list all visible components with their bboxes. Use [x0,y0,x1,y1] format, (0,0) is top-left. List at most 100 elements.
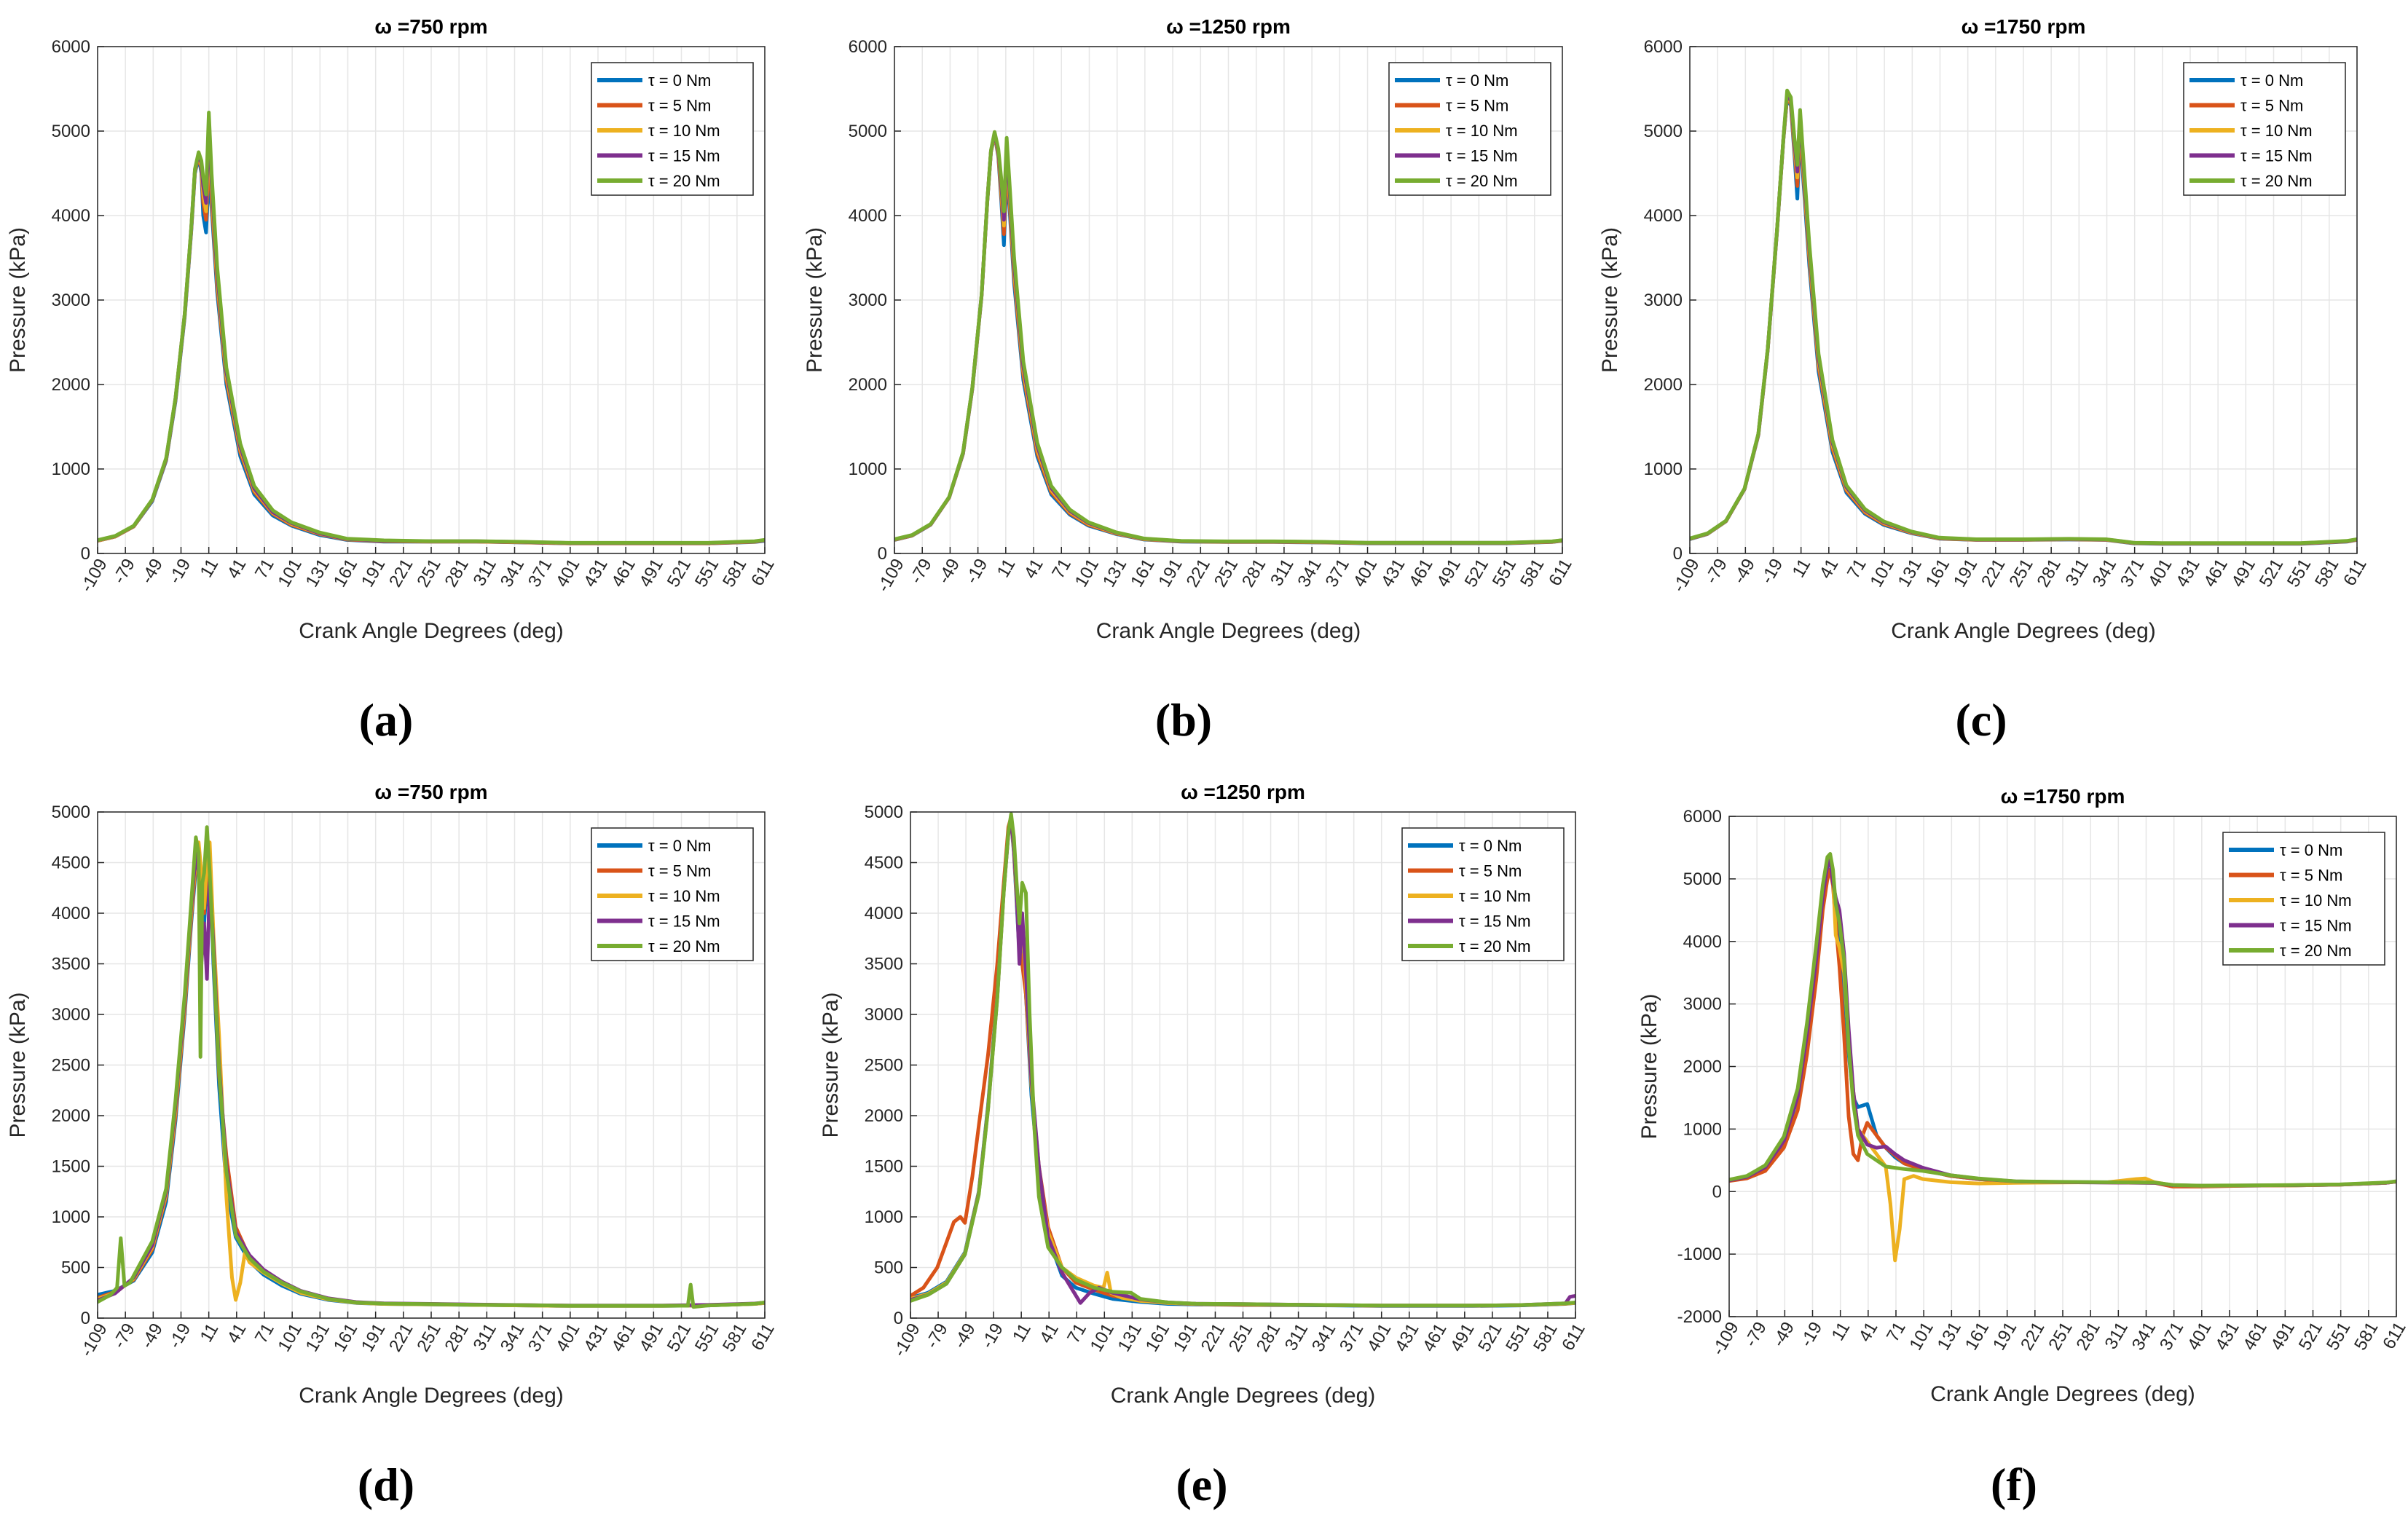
legend-entry-3: τ = 15 Nm [648,912,720,931]
legend-entry-2: τ = 10 Nm [1459,887,1531,905]
x-tick-label: -49 [950,1320,980,1352]
x-tick-label: 581 [1530,1320,1561,1355]
x-tick-label: 431 [2172,556,2203,591]
series-line-4 [894,130,1562,545]
x-tick-label: 11 [994,556,1020,581]
x-tick-label: 41 [1020,556,1047,583]
y-tick-label: 6000 [849,37,887,57]
x-tick-label: 551 [691,556,723,591]
x-tick-label: -49 [1768,1319,1798,1351]
x-axis-label: Crank Angle Degrees (deg) [299,1384,564,1408]
x-tick-label: 101 [1866,556,1897,591]
x-tick-label: -79 [906,556,936,588]
chart-panel-2: -109-79-49-19 11 41 71101131161191221251281… [803,15,1576,643]
x-tick-label: 281 [441,556,472,591]
x-tick-label: 521 [2295,1319,2326,1354]
panel-label: (f) [1991,1459,2037,1510]
x-tick-label: 101 [274,556,305,591]
legend-entry-2: τ = 10 Nm [1446,122,1518,140]
y-axis-label: Pressure (kPa) [1598,227,1622,373]
x-tick-label: 221 [2017,1319,2048,1354]
legend-entry-4: τ = 20 Nm [2280,942,2352,960]
series-group [98,825,765,1309]
y-tick-label: 1000 [849,460,887,479]
chart-panel-4: -109-79-49-19 11 41 71101131161191221251281… [6,781,779,1408]
x-tick-label: -19 [977,1320,1007,1352]
chart-title: ω =1750 rpm [2001,785,2125,808]
x-tick-label: 401 [2144,556,2176,591]
series-group [1690,88,2357,546]
x-tick-label: 611 [747,556,779,590]
x-tick-label: 341 [1308,1320,1339,1355]
x-tick-label: 131 [302,1320,334,1355]
legend-entry-4: τ = 20 Nm [2240,172,2313,190]
x-tick-label: 431 [1391,1320,1423,1355]
chart-title: ω =1250 rpm [1181,781,1305,803]
x-tick-label: 491 [2267,1319,2299,1354]
x-tick-label: -49 [1729,556,1759,588]
y-tick-label: 3000 [1644,291,1683,310]
x-axis-label: Crank Angle Degrees (deg) [1930,1382,2195,1406]
x-tick-label: 11 [1789,556,1815,581]
x-tick-label: 11 [197,1320,223,1346]
legend-entry-3: τ = 15 Nm [2280,917,2352,935]
legend-entry-3: τ = 15 Nm [1459,912,1531,931]
x-tick-label: 131 [1934,1319,1965,1354]
x-tick-label: 161 [1142,1320,1173,1355]
y-tick-label: 1000 [52,1207,90,1227]
y-tick-label: 4000 [1683,932,1722,952]
legend-entry-0: τ = 0 Nm [648,71,711,90]
x-tick-label: 521 [2256,556,2287,591]
y-tick-label: 5000 [1683,870,1722,889]
x-tick-label: 251 [2005,556,2037,591]
x-tick-label: 521 [1461,556,1492,591]
x-tick-label: 371 [1322,556,1353,591]
x-tick-label: 551 [2283,556,2315,591]
y-tick-label: 1500 [865,1157,903,1177]
x-tick-label: 161 [1962,1319,1993,1354]
x-tick-label: 221 [385,556,417,591]
x-tick-label: 581 [719,1320,750,1355]
y-tick-label: 3000 [865,1005,903,1025]
x-tick-label: 41 [224,556,251,583]
x-tick-label: 401 [552,556,583,591]
y-tick-label: 0 [81,1309,90,1328]
x-tick-label: -49 [137,556,167,588]
x-tick-label: 521 [1474,1320,1506,1355]
legend-entry-1: τ = 5 Nm [2240,97,2303,115]
y-tick-label: 1000 [1644,460,1683,479]
chart-panel-3: -109-79-49-19 11 41 71101131161191221251281… [1598,15,2371,643]
y-tick-label: 3000 [52,1005,90,1025]
x-tick-label: 11 [1009,1320,1035,1346]
chart-panel-5: -109-79-49-19 11 41 71101131161191221251281… [819,781,1589,1408]
series-group [1729,852,2396,1263]
series-group [98,111,765,545]
x-tick-label: 611 [747,1320,779,1355]
x-tick-label: 161 [1127,556,1158,591]
x-tick-label: 341 [2128,1319,2160,1354]
x-tick-label: 311 [2101,1319,2133,1353]
x-tick-label: 131 [302,556,334,591]
series-line-4 [1690,88,2357,545]
x-tick-label: 311 [470,556,501,590]
series-line-4 [910,812,1575,1308]
x-tick-label: 491 [1447,1320,1478,1355]
x-tick-label: 521 [664,556,695,591]
x-tick-label: -49 [934,556,964,588]
x-tick-label: 131 [1894,556,1926,591]
x-tick-label: 311 [1267,556,1298,590]
x-tick-label: 341 [2089,556,2120,591]
x-tick-label: 191 [1154,556,1186,591]
legend-entry-0: τ = 0 Nm [2240,71,2303,90]
series-line-4 [98,111,765,545]
y-tick-label: 0 [1673,544,1683,564]
x-tick-label: -79 [922,1320,952,1352]
y-tick-label: 6000 [1683,807,1722,827]
x-tick-label: 11 [1828,1319,1854,1344]
legend-entry-1: τ = 5 Nm [2280,867,2342,885]
x-tick-label: 581 [2311,556,2342,591]
chart-panel-6: -109-79-49-19 11 41 71101131161191221251281… [1637,785,2408,1406]
x-tick-label: 311 [470,1320,501,1355]
x-tick-label: -19 [165,556,194,588]
x-tick-label: 491 [1433,556,1464,591]
